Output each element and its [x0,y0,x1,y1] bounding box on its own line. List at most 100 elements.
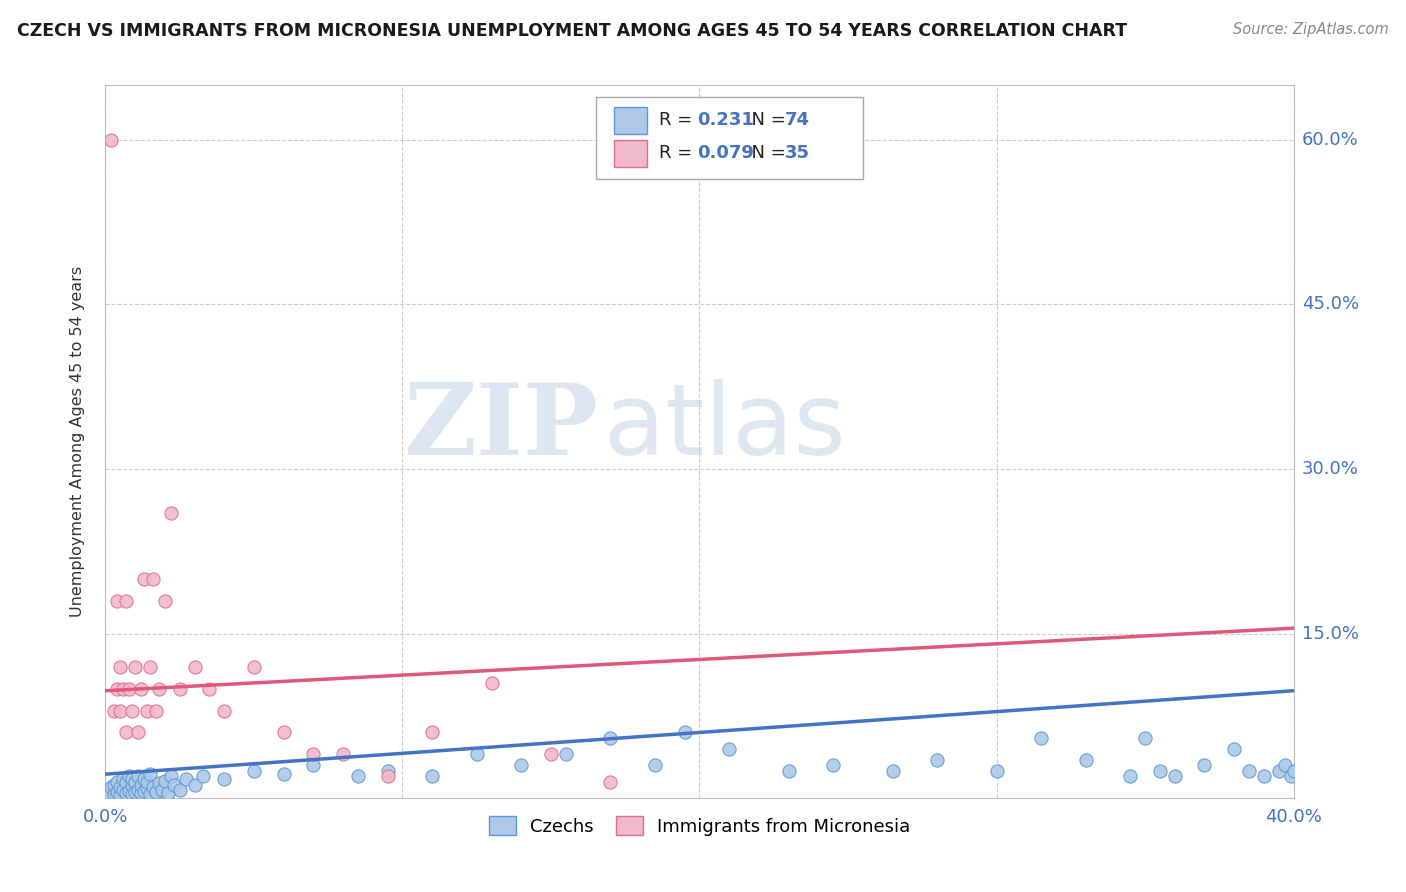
Text: N =: N = [740,112,792,129]
Point [153,773,176,788]
Point [124,659,146,673]
Point [127,782,149,797]
Point [1074,753,1097,767]
Point [115,725,138,739]
Point [100,780,122,795]
Point [882,764,904,778]
FancyBboxPatch shape [614,107,647,134]
Point [110,788,132,802]
Point [142,572,165,586]
Point [183,659,205,673]
Text: 0.231: 0.231 [697,112,754,129]
Point [481,676,503,690]
Point [718,742,741,756]
Point [132,572,155,586]
Text: N =: N = [740,145,792,162]
Point [145,704,167,718]
Point [142,780,165,795]
Point [105,785,128,799]
Point [1194,758,1216,772]
Point [121,772,143,786]
Point [121,704,143,718]
Point [1223,742,1246,756]
Point [103,704,125,718]
Point [115,775,138,789]
Point [132,772,155,786]
Text: 15.0%: 15.0% [1302,624,1358,642]
Point [540,747,562,762]
Point [1133,731,1156,745]
Y-axis label: Unemployment Among Ages 45 to 54 years: Unemployment Among Ages 45 to 54 years [70,266,84,617]
Point [150,782,173,797]
Point [1149,764,1171,778]
Point [243,764,266,778]
Text: Source: ZipAtlas.com: Source: ZipAtlas.com [1233,22,1389,37]
Text: R =: R = [659,145,699,162]
Legend: Czechs, Immigrants from Micronesia: Czechs, Immigrants from Micronesia [481,809,918,843]
Point [174,772,197,786]
Point [193,769,215,783]
Point [1282,764,1305,778]
Point [112,681,135,696]
Point [103,778,125,792]
Point [927,753,949,767]
Point [118,783,141,797]
Point [465,747,488,762]
Point [163,778,186,792]
FancyBboxPatch shape [596,97,863,179]
Point [153,593,176,607]
Point [1279,769,1302,783]
Point [139,787,162,801]
Text: R =: R = [659,112,699,129]
Point [214,704,236,718]
Point [132,783,155,797]
FancyBboxPatch shape [614,140,647,167]
Point [139,767,162,781]
Point [554,747,576,762]
Point [112,782,135,797]
Point [673,725,696,739]
Text: 60.0%: 60.0% [1302,130,1358,149]
Point [121,787,143,801]
Point [124,785,146,799]
Point [129,786,152,800]
Point [159,769,181,783]
Text: CZECH VS IMMIGRANTS FROM MICRONESIA UNEMPLOYMENT AMONG AGES 45 TO 54 YEARS CORRE: CZECH VS IMMIGRANTS FROM MICRONESIA UNEM… [17,22,1128,40]
Point [778,764,800,778]
Point [129,778,152,792]
Point [129,681,152,696]
Text: atlas: atlas [605,379,846,475]
Point [1029,731,1052,745]
Point [986,764,1008,778]
Point [127,725,149,739]
Point [377,764,399,778]
Point [183,778,205,792]
Point [127,769,149,783]
Point [121,778,143,792]
Point [1237,764,1260,778]
Point [97,786,120,800]
Point [823,758,845,772]
Point [115,786,138,800]
Point [1274,758,1296,772]
Point [100,133,122,147]
Point [420,769,443,783]
Point [110,780,132,795]
Point [302,747,325,762]
Point [198,681,221,696]
Point [115,593,138,607]
Point [136,781,159,796]
Point [1253,769,1275,783]
Point [156,786,179,800]
Point [118,769,141,783]
Point [243,659,266,673]
Point [112,772,135,786]
Text: ZIP: ZIP [404,379,599,475]
Point [148,776,170,790]
Text: 35: 35 [785,145,810,162]
Point [1267,764,1289,778]
Point [118,681,141,696]
Text: 0.079: 0.079 [697,145,754,162]
Point [110,659,132,673]
Text: 30.0%: 30.0% [1302,460,1358,478]
